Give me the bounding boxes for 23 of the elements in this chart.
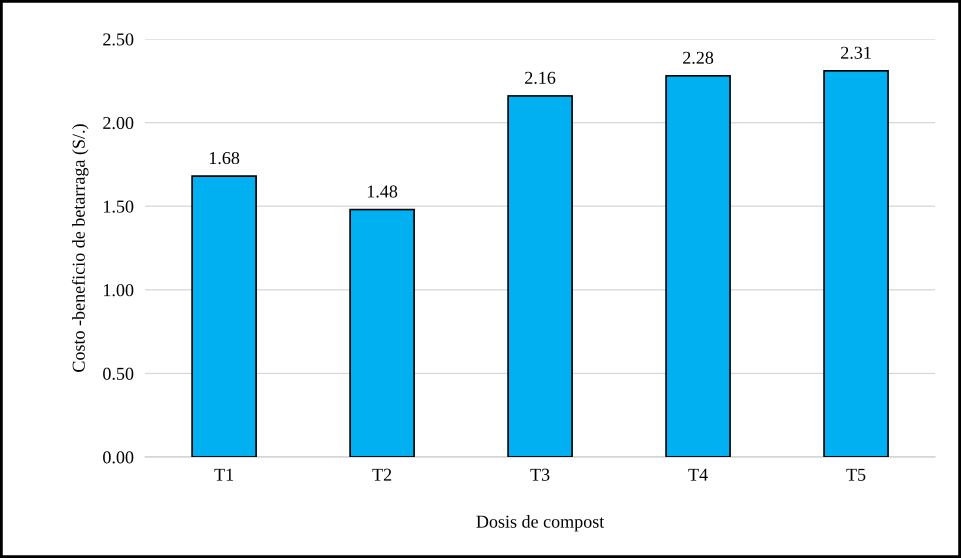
data-label: 2.28: [683, 52, 714, 64]
bar: [349, 208, 415, 457]
y-tick-label: 1.00: [104, 284, 134, 296]
data-label: 2.16: [525, 72, 556, 84]
y-axis-title: Costo -beneficio de betarraga (S/.): [72, 124, 89, 372]
x-tick-label: T1: [214, 468, 234, 481]
x-tick-label: T2: [372, 468, 392, 481]
y-tick-label: 2.00: [103, 116, 134, 130]
bar: [823, 70, 889, 457]
x-axis-title: Dosis de compost: [476, 515, 604, 532]
x-tick-label: T4: [688, 468, 708, 481]
x-tick-label: T3: [530, 468, 550, 481]
y-tick-label: 0.50: [103, 368, 134, 380]
y-tick-label: 1.50: [104, 200, 134, 213]
y-tick-label: 0.00: [103, 451, 134, 464]
bar: [665, 75, 731, 457]
data-label: 2.31: [841, 46, 871, 59]
data-label: 1.48: [368, 185, 398, 198]
data-label: 1.68: [210, 152, 240, 164]
bar: [191, 175, 257, 457]
x-tick-label: T5: [846, 468, 866, 481]
y-tick-label: 2.50: [103, 33, 134, 46]
bar: [507, 95, 573, 457]
